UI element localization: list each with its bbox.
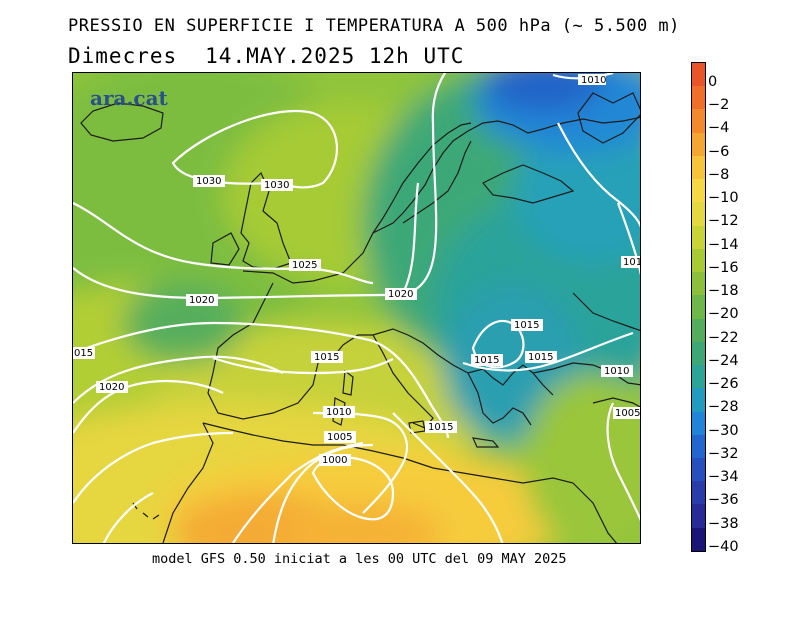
colorbar-label: −26 [708, 376, 739, 393]
isobar-label: 1030 [193, 175, 225, 187]
colorbar-segment [692, 411, 705, 435]
svg-text:1000: 1000 [322, 455, 347, 466]
svg-text:1015: 1015 [428, 422, 453, 433]
isobar-label: 1030 [261, 179, 293, 191]
svg-text:1015: 1015 [514, 320, 539, 331]
svg-text:1005: 1005 [615, 408, 640, 419]
svg-text:1015: 1015 [474, 355, 499, 366]
chart-title: PRESSIO EN SUPERFICIE I TEMPERATURA A 50… [68, 16, 680, 36]
colorbar-segment [692, 202, 705, 226]
colorbar-label: −10 [708, 190, 739, 207]
colorbar-segment [692, 434, 705, 458]
datetime-label: 14.MAY.2025 12h UTC [205, 44, 465, 68]
colorbar-segment [692, 481, 705, 505]
isobar-label: 1015 [471, 354, 503, 366]
colorbar-segment [692, 63, 705, 87]
isobar-label: 101 [621, 256, 641, 268]
colorbar-label: −22 [708, 329, 739, 346]
isobar-label: 1005 [324, 431, 356, 443]
colorbar-label: −38 [708, 515, 739, 532]
colorbar-segment [692, 132, 705, 156]
colorbar-segment [692, 179, 705, 203]
svg-text:015: 015 [74, 348, 93, 359]
colorbar-segment [692, 504, 705, 528]
weather-map: 1010 1030 1030 1025 1020 1020 101 1015 0… [72, 72, 641, 544]
colorbar-segment [692, 155, 705, 180]
isobar-label: 1025 [289, 259, 321, 271]
model-info: model GFS 0.50 iniciat a les 00 UTC del … [152, 551, 567, 567]
svg-text:1025: 1025 [292, 260, 317, 271]
coastlines [80, 92, 640, 543]
colorbar-label: −18 [708, 283, 739, 300]
isobar-label: 1010 [601, 365, 633, 377]
isobar-labels: 1010 1030 1030 1025 1020 1020 101 1015 0… [73, 74, 641, 466]
colorbar-label: −16 [708, 259, 739, 276]
colorbar-segment [692, 272, 705, 296]
colorbar-segment [692, 295, 705, 319]
day-label: Dimecres [68, 44, 178, 68]
svg-text:1010: 1010 [326, 407, 351, 418]
temperature-field [73, 73, 640, 543]
ara-cat-logo: ara.cat [90, 86, 168, 110]
isobar-label: 1010 [578, 74, 606, 86]
colorbar-segment [692, 225, 705, 249]
isobar-label: 1015 [425, 421, 457, 433]
colorbar-label: 0 [708, 74, 718, 90]
svg-text:1020: 1020 [388, 289, 413, 300]
colorbar-label: −32 [708, 445, 739, 462]
colorbar-label: −8 [708, 166, 730, 183]
svg-text:1015: 1015 [314, 352, 339, 363]
isobar-label: 1015 [311, 351, 343, 363]
colorbar-label: −40 [708, 538, 739, 555]
isobar-label: 1015 [525, 351, 557, 363]
isobar-label: 1005 [613, 407, 640, 419]
svg-text:1030: 1030 [264, 180, 289, 191]
isobar-label: 1020 [186, 294, 218, 306]
colorbar-label: −14 [708, 236, 739, 253]
colorbar-label: −30 [708, 422, 739, 439]
colorbar-segment [692, 341, 705, 366]
colorbar-label: −36 [708, 492, 739, 509]
colorbar-label: −2 [708, 97, 730, 114]
colorbar-label: −4 [708, 120, 730, 137]
svg-text:1020: 1020 [189, 295, 214, 306]
colorbar-label: −6 [708, 143, 730, 160]
svg-text:1020: 1020 [99, 382, 124, 393]
isobar-label: 1020 [385, 288, 417, 300]
isobar-label: 1020 [96, 381, 128, 393]
isobar-label: 1015 [511, 319, 543, 331]
svg-text:1015: 1015 [528, 352, 553, 363]
svg-text:1005: 1005 [327, 432, 352, 443]
colorbar-segment [692, 248, 705, 273]
svg-text:1010: 1010 [604, 366, 629, 377]
isobar-label: 1000 [319, 454, 351, 466]
colorbar-label: −24 [708, 352, 739, 369]
isobar-label: 1010 [323, 406, 355, 418]
colorbar-segment [692, 457, 705, 482]
colorbar-segment [692, 318, 705, 342]
colorbar-segment [692, 388, 705, 412]
colorbar-segment [692, 527, 705, 551]
isobar-label: 015 [73, 347, 95, 359]
colorbar-segment [692, 365, 705, 389]
colorbar-label: −34 [708, 469, 739, 486]
colorbar-segment [692, 86, 705, 110]
svg-text:1030: 1030 [196, 176, 221, 187]
colorbar-label: −12 [708, 213, 739, 230]
svg-text:101: 101 [623, 257, 641, 268]
temperature-colorbar [691, 62, 706, 552]
colorbar-label: −28 [708, 399, 739, 416]
svg-text:1010: 1010 [581, 75, 606, 86]
colorbar-label: −20 [708, 306, 739, 323]
chart-date: Dimecres 14.MAY.2025 12h UTC [68, 44, 464, 68]
colorbar-segment [692, 109, 705, 133]
